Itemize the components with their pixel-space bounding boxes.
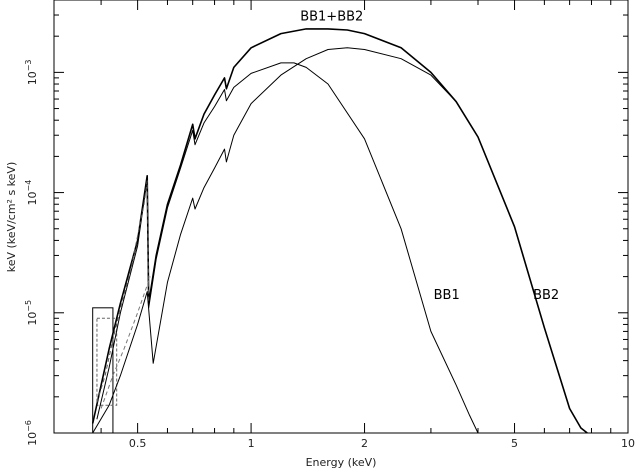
x-tick-label: 2 — [361, 437, 368, 450]
y-tick-label: 10−4 — [24, 180, 39, 206]
x-axis: 0.5 1 2 5 10 — [53, 0, 635, 450]
y-axis: 10−6 10−5 10−4 10−3 — [24, 0, 628, 446]
x-tick-label: 10 — [621, 437, 635, 450]
plot-area: BB1+BB2 BB1 BB2 — [91, 10, 588, 434]
plot-frame — [53, 0, 629, 434]
x-tick-label: 1 — [248, 437, 255, 450]
x-axis-label: Energy (keV) — [306, 456, 377, 469]
series-line-total — [91, 28, 588, 434]
y-tick-label: 10−6 — [24, 420, 39, 446]
annotation-label: BB2 — [533, 288, 559, 303]
y-tick-label: 10−5 — [24, 300, 39, 326]
annotation-label: BB1 — [434, 288, 460, 303]
annotations: BB1+BB2 BB1 BB2 — [300, 10, 559, 304]
y-tick-label: 10−3 — [24, 59, 39, 85]
x-tick-label: 0.5 — [129, 437, 147, 450]
x-tick-label: 5 — [511, 437, 518, 450]
series-line-dashed-b — [100, 276, 151, 409]
data-box — [92, 307, 114, 434]
series-line-bb1 — [96, 62, 479, 434]
series-line-bb2 — [92, 47, 588, 434]
annotation-label: BB1+BB2 — [300, 10, 363, 25]
data-boxes — [92, 307, 118, 434]
series-group — [91, 28, 588, 434]
data-box — [96, 317, 118, 406]
y-axis-label: keV (keV/cm² s keV) — [5, 162, 18, 273]
